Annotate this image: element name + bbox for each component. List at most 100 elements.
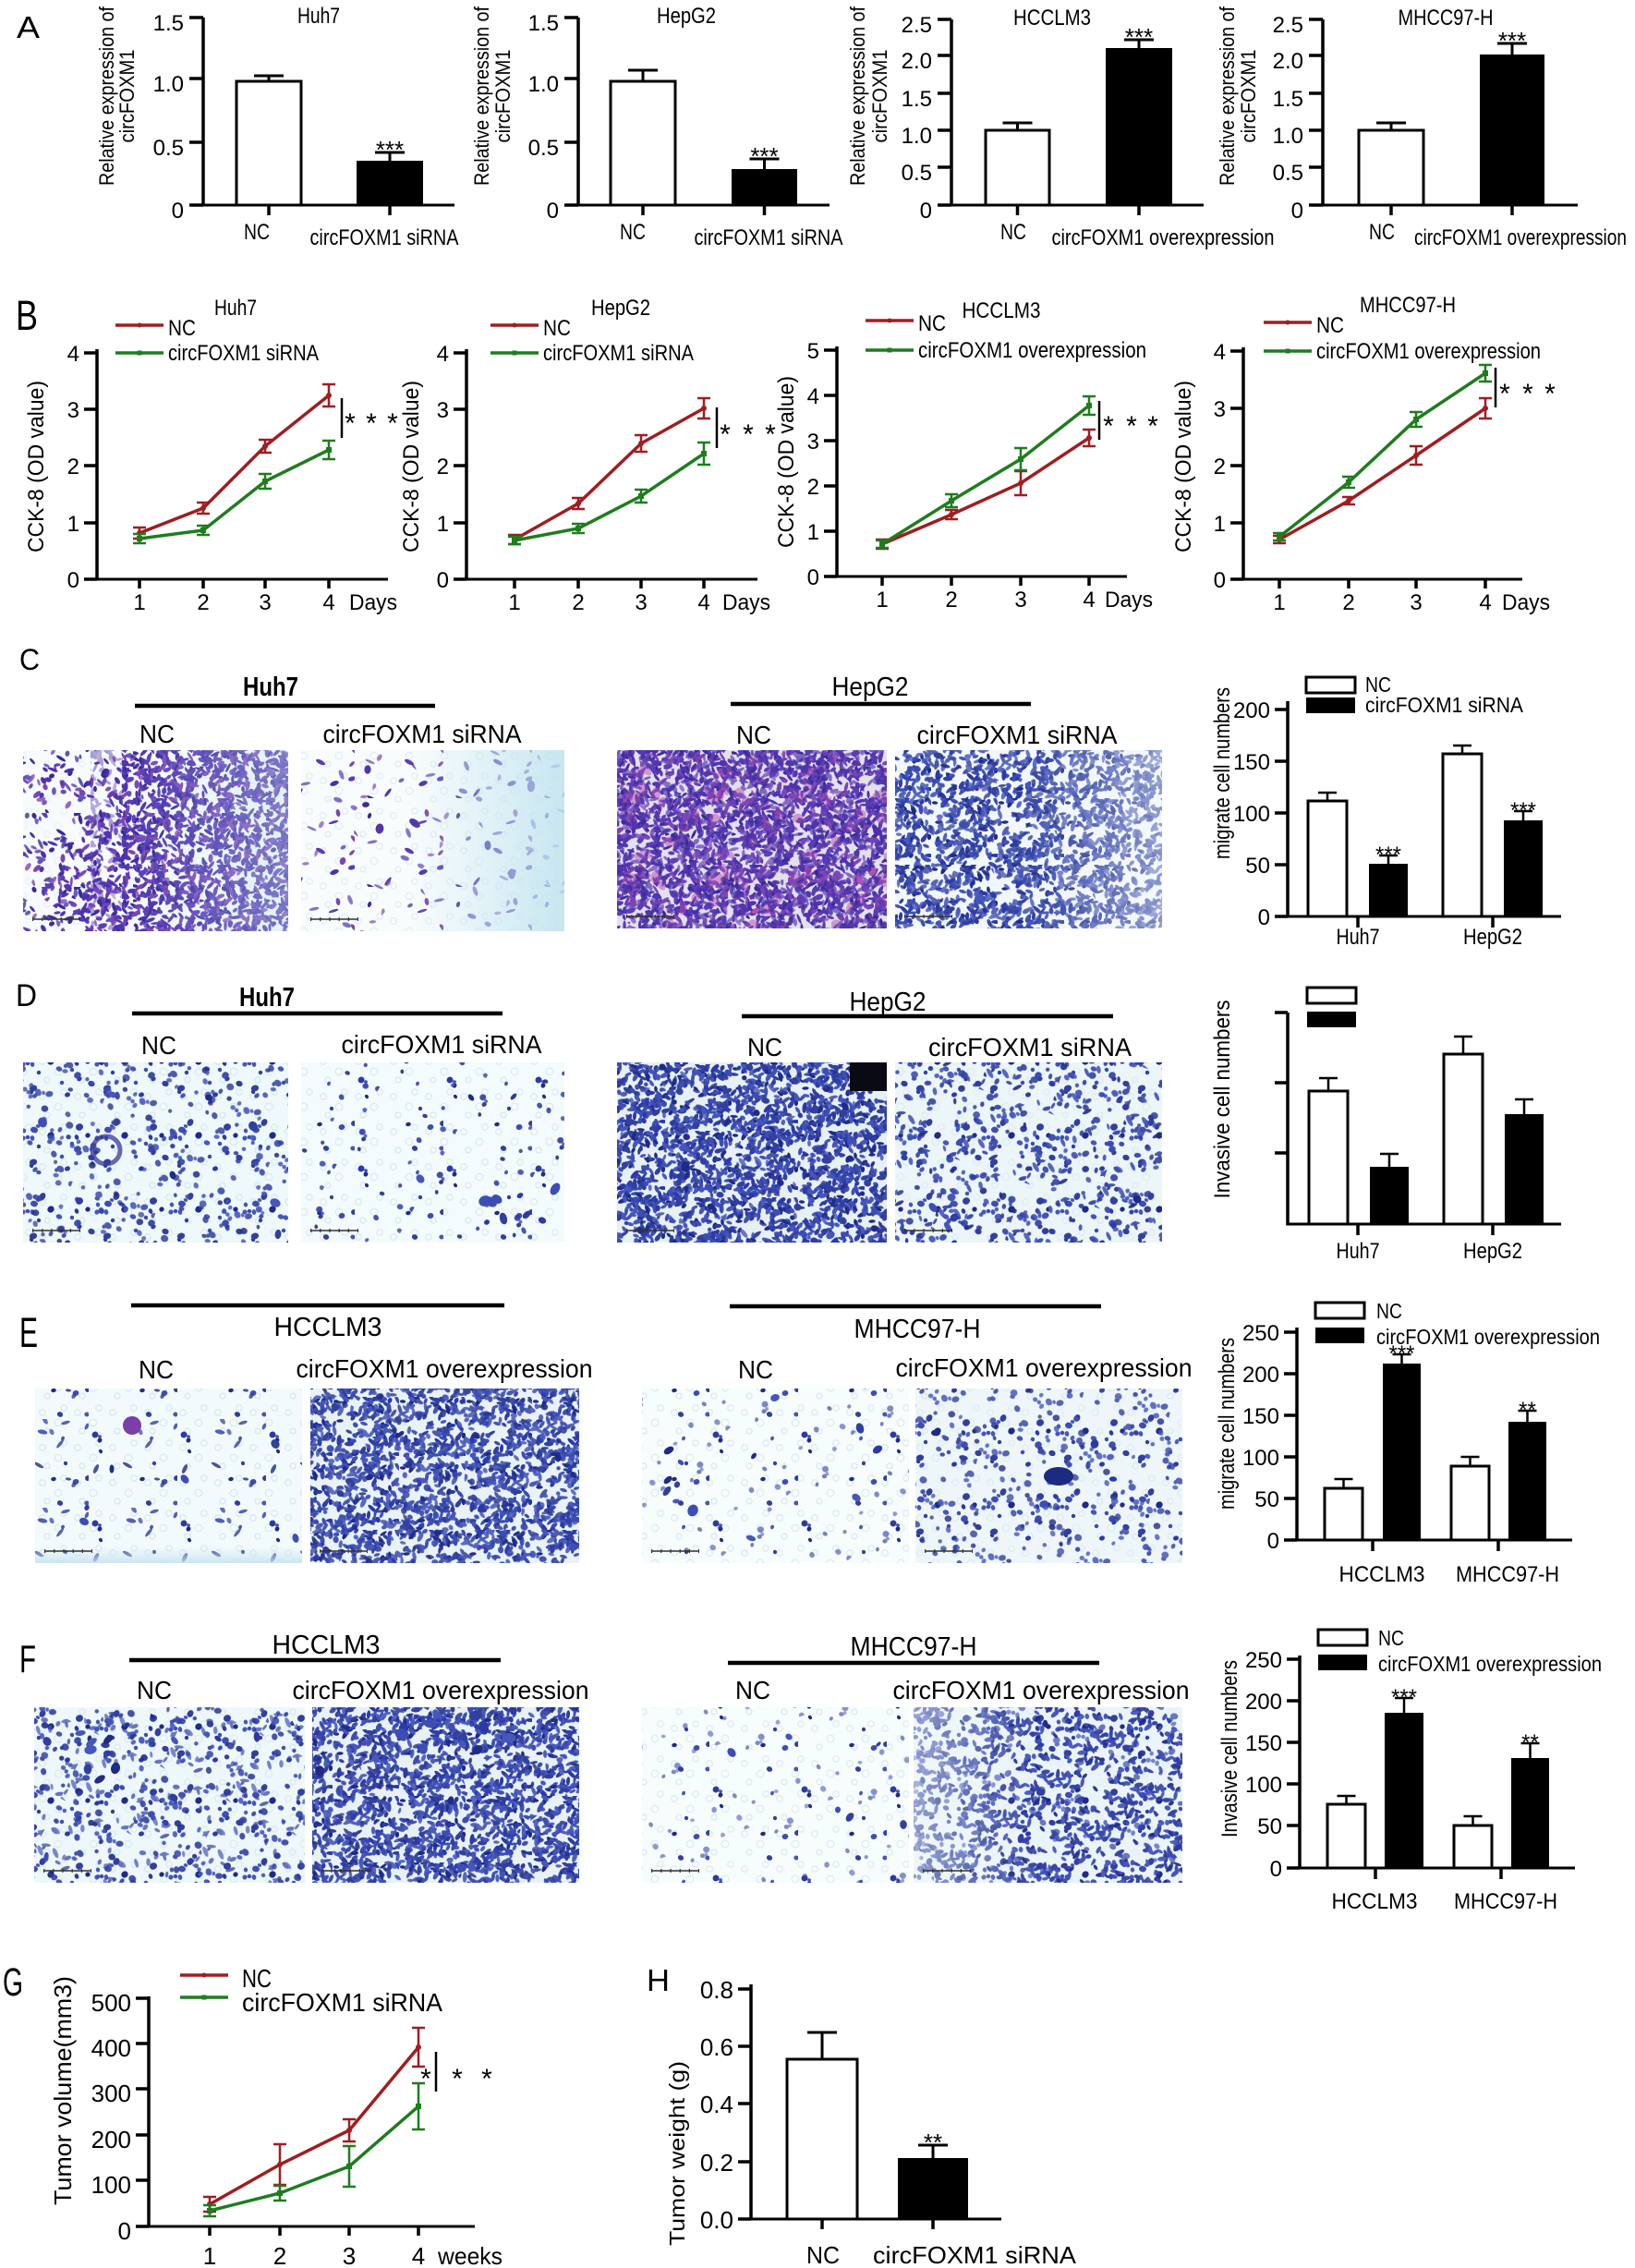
svg-text:1.5: 1.5 xyxy=(902,87,932,112)
svg-text:0: 0 xyxy=(1214,568,1226,593)
svg-text:*: * xyxy=(345,408,356,439)
svg-text:*: * xyxy=(387,408,398,439)
svg-text:1.0: 1.0 xyxy=(153,72,184,97)
svg-text:150: 150 xyxy=(1242,1404,1279,1429)
svg-text:HepG2: HepG2 xyxy=(657,4,716,29)
svg-text:circFOXM1 siRNA: circFOXM1 siRNA xyxy=(543,341,694,366)
svg-text:*: * xyxy=(366,408,377,439)
svg-text:circFOXM1 siRNA: circFOXM1 siRNA xyxy=(917,721,1118,749)
svg-text:*: * xyxy=(420,2064,431,2094)
svg-text:NC: NC xyxy=(918,311,946,336)
svg-text:1.5: 1.5 xyxy=(1273,87,1303,112)
svg-text:HepG2: HepG2 xyxy=(832,673,909,702)
svg-text:1.5: 1.5 xyxy=(528,11,559,36)
svg-text:circFOXM1: circFOXM1 xyxy=(491,50,515,143)
svg-text:0.5: 0.5 xyxy=(153,136,184,161)
svg-text:circFOXM1 siRNA: circFOXM1 siRNA xyxy=(342,1030,542,1059)
svg-text:3: 3 xyxy=(259,590,271,615)
svg-text:1: 1 xyxy=(1214,512,1226,537)
svg-text:Days: Days xyxy=(1105,588,1153,612)
svg-text:NC: NC xyxy=(1369,220,1395,245)
svg-text:HepG2: HepG2 xyxy=(850,988,926,1017)
svg-text:1: 1 xyxy=(437,512,449,537)
svg-text:circFOXM1 overexpression: circFOXM1 overexpression xyxy=(1052,225,1275,250)
svg-text:NC: NC xyxy=(543,316,571,341)
svg-text:circFOXM1: circFOXM1 xyxy=(1237,50,1260,143)
svg-text:150: 150 xyxy=(1233,750,1270,775)
svg-text:*: * xyxy=(452,2064,463,2094)
svg-text:0: 0 xyxy=(1270,1857,1282,1882)
svg-text:Huh7: Huh7 xyxy=(239,983,295,1013)
svg-text:circFOXM1 overexpression: circFOXM1 overexpression xyxy=(1414,225,1627,250)
svg-text:0.6: 0.6 xyxy=(700,2033,733,2061)
svg-text:**: ** xyxy=(1521,1730,1539,1755)
svg-text:0: 0 xyxy=(118,2217,131,2245)
svg-text:3: 3 xyxy=(437,398,449,423)
svg-text:**: ** xyxy=(1519,1398,1536,1423)
svg-text:circFOXM1: circFOXM1 xyxy=(115,50,139,143)
svg-text:NC: NC xyxy=(735,1676,770,1704)
svg-text:0: 0 xyxy=(920,199,932,224)
svg-text:0: 0 xyxy=(172,199,184,224)
svg-text:0: 0 xyxy=(807,565,819,590)
svg-text:*: * xyxy=(765,419,776,450)
svg-text:200: 200 xyxy=(1233,698,1270,723)
svg-text:**: ** xyxy=(924,2129,942,2156)
svg-text:circFOXM1 siRNA: circFOXM1 siRNA xyxy=(168,341,319,366)
svg-text:NC: NC xyxy=(168,316,196,341)
svg-text:2.5: 2.5 xyxy=(1273,13,1303,38)
svg-text:0: 0 xyxy=(437,568,449,593)
svg-text:circFOXM1 overexpression: circFOXM1 overexpression xyxy=(918,338,1146,363)
svg-text:circFOXM1 siRNA: circFOXM1 siRNA xyxy=(928,1033,1132,1061)
svg-text:2: 2 xyxy=(273,2242,286,2268)
svg-text:NC: NC xyxy=(738,1355,773,1384)
svg-text:0.0: 0.0 xyxy=(700,2206,733,2234)
svg-text:Huh7: Huh7 xyxy=(214,296,257,321)
svg-text:0: 0 xyxy=(1258,905,1270,930)
svg-text:Invasive cell numbers: Invasive cell numbers xyxy=(1210,1001,1235,1199)
svg-text:***: *** xyxy=(1125,23,1153,51)
svg-text:1.0: 1.0 xyxy=(902,124,932,149)
svg-text:2: 2 xyxy=(1214,455,1226,479)
svg-text:Invasive cell numbers: Invasive cell numbers xyxy=(1217,1660,1242,1837)
svg-text:0.4: 0.4 xyxy=(700,2091,733,2118)
svg-text:300: 300 xyxy=(91,2080,131,2107)
svg-text:circFOXM1 siRNA: circFOXM1 siRNA xyxy=(1365,693,1524,717)
svg-text:HCCLM3: HCCLM3 xyxy=(1013,6,1091,30)
svg-text:CCK-8 (OD value): CCK-8 (OD value) xyxy=(774,376,799,548)
svg-text:200: 200 xyxy=(91,2126,131,2153)
svg-text:A: A xyxy=(17,10,40,44)
svg-text:CCK-8 (OD value): CCK-8 (OD value) xyxy=(24,381,49,552)
svg-text:2.5: 2.5 xyxy=(902,13,932,38)
svg-text:circFOXM1 overexpression: circFOXM1 overexpression xyxy=(893,1676,1190,1704)
svg-text:circFOXM1 siRNA: circFOXM1 siRNA xyxy=(873,2241,1077,2268)
svg-text:2: 2 xyxy=(807,475,819,500)
svg-text:3: 3 xyxy=(1014,588,1026,612)
svg-text:4: 4 xyxy=(1083,588,1095,612)
svg-text:C: C xyxy=(19,643,40,676)
svg-text:1.0: 1.0 xyxy=(528,72,559,97)
svg-text:NC: NC xyxy=(1000,220,1026,245)
svg-text:2.0: 2.0 xyxy=(1273,49,1303,74)
svg-text:migrate cell numbers: migrate cell numbers xyxy=(1215,1338,1240,1510)
svg-text:3: 3 xyxy=(1214,397,1226,422)
svg-text:NC: NC xyxy=(736,721,771,749)
svg-text:*: * xyxy=(1522,379,1533,409)
svg-text:3: 3 xyxy=(807,430,819,455)
svg-text:100: 100 xyxy=(1233,802,1270,827)
svg-text:2: 2 xyxy=(945,588,957,612)
svg-text:***: *** xyxy=(1510,798,1536,823)
svg-text:150: 150 xyxy=(1245,1731,1282,1756)
svg-text:NC: NC xyxy=(137,1676,172,1704)
svg-text:D: D xyxy=(16,978,37,1013)
svg-text:4: 4 xyxy=(412,2242,425,2268)
svg-text:MHCC97-H: MHCC97-H xyxy=(851,1632,977,1662)
svg-text:0.2: 0.2 xyxy=(700,2149,733,2177)
svg-text:MHCC97-H: MHCC97-H xyxy=(1456,1562,1559,1587)
svg-text:250: 250 xyxy=(1242,1321,1279,1346)
svg-text:***: *** xyxy=(750,142,778,170)
svg-text:50: 50 xyxy=(1254,1487,1279,1512)
svg-text:0: 0 xyxy=(1267,1529,1279,1554)
svg-text:0.5: 0.5 xyxy=(1273,161,1303,186)
svg-text:250: 250 xyxy=(1245,1648,1282,1673)
